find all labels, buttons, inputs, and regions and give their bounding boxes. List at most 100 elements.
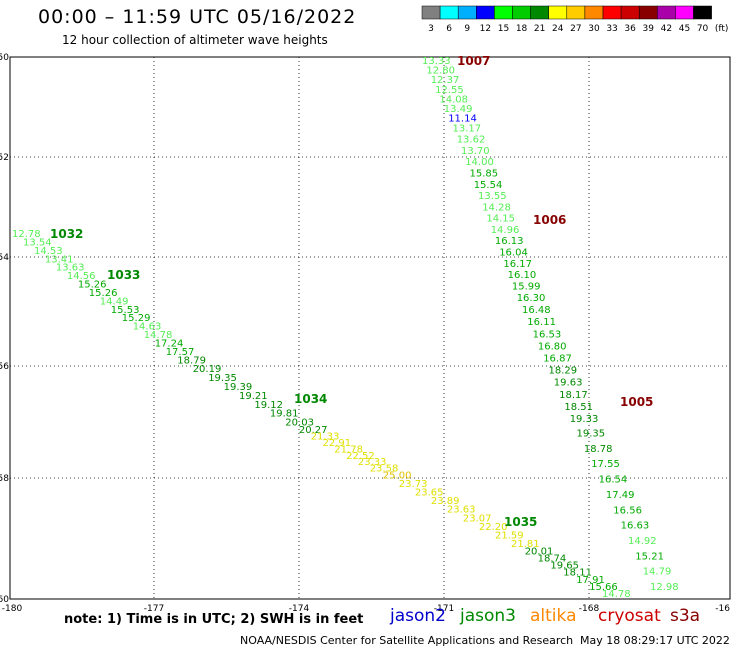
wave-height-label: 14.78	[602, 589, 631, 600]
wave-height-label: 12.80	[426, 66, 455, 77]
x-tick-label: -168	[579, 604, 600, 614]
wave-height-label: 16.17	[503, 259, 532, 270]
y-tick-label: -50	[0, 53, 9, 63]
wave-height-label: 23.63	[447, 505, 476, 516]
wave-height-label: 20.19	[193, 364, 222, 375]
x-tick-label: -16	[715, 604, 730, 614]
legend-swatch	[693, 5, 712, 20]
wave-height-label: 16.30	[517, 293, 546, 304]
wave-height-label: 23.73	[399, 479, 428, 490]
wave-height-label: 19.81	[270, 409, 299, 420]
satellite-s3a: s3a	[670, 606, 701, 626]
time-label: 1033	[107, 268, 140, 282]
legend-label: 30	[588, 24, 600, 34]
wave-height-label: 20.01	[525, 546, 554, 557]
wave-height-label: 16.11	[527, 317, 556, 328]
y-tick-label: -56	[0, 362, 9, 372]
wave-height-label: 13.54	[23, 237, 52, 248]
wave-height-label: 14.53	[34, 246, 63, 257]
wave-height-label: 22.91	[323, 438, 352, 449]
legend-swatch	[476, 5, 495, 20]
wave-height-label: 17.24	[155, 338, 184, 349]
wave-height-label: 17.57	[166, 347, 195, 358]
legend-label: 27	[570, 24, 581, 34]
wave-height-label: 13.17	[453, 123, 482, 134]
wave-height-label: 15.85	[470, 169, 499, 180]
wave-height-label: 12.37	[431, 75, 460, 86]
wave-height-label: 17.55	[591, 459, 620, 470]
time-label: 1034	[294, 392, 327, 406]
wave-height-label: 16.13	[495, 236, 524, 247]
wave-height-label: 16.48	[522, 305, 551, 316]
wave-height-label: 18.78	[584, 444, 613, 455]
legend-unit: (ft)	[715, 24, 729, 34]
legend-swatch	[584, 5, 604, 20]
track-b: 13.3312.8012.3712.5514.0813.4911.1413.17…	[422, 56, 679, 593]
satellite-cryosat: cryosat	[598, 606, 661, 626]
map-title: 00:00 – 11:59 UTC 05/16/2022	[38, 6, 357, 28]
legend-swatch	[439, 5, 459, 20]
legend-label: 9	[464, 24, 470, 34]
legend-swatch	[530, 5, 549, 20]
wave-height-label: 23.58	[370, 464, 399, 475]
wave-height-label: 12.78	[12, 229, 41, 240]
time-label: 1007	[457, 54, 490, 68]
map-subtitle: 12 hour collection of altimeter wave hei…	[62, 33, 328, 47]
legend-swatch	[566, 5, 586, 20]
y-tick-label: -52	[0, 153, 9, 163]
wave-height-label: 16.56	[613, 505, 642, 516]
wave-height-label: 18.17	[559, 390, 588, 401]
wave-height-label: 12.98	[650, 582, 679, 593]
wave-height-label: 20.27	[299, 425, 328, 436]
satellite-altika: altika	[530, 606, 577, 626]
legend-swatch	[638, 5, 658, 20]
wave-height-label: 18.79	[177, 355, 206, 366]
wave-height-label: 19.35	[208, 373, 237, 384]
wave-height-label: 15.26	[78, 280, 107, 291]
wave-height-label: 23.89	[431, 496, 460, 507]
wave-height-label: 19.35	[577, 429, 606, 440]
x-tick-label: -174	[289, 604, 310, 614]
wave-height-label: 19.33	[570, 414, 599, 425]
color-legend: 3 6 9 12 15 18 21 24 27 30 33 36 39 42 45 70 (ft)	[421, 5, 729, 34]
wave-height-label: 16.10	[508, 270, 537, 281]
wave-height-label: 21.78	[334, 444, 363, 455]
wave-height-label: 18.11	[563, 568, 592, 579]
legend-label: 24	[552, 24, 564, 34]
legend-swatch	[675, 5, 694, 20]
wave-height-label: 14.28	[482, 202, 511, 213]
legend-label: 6	[446, 24, 452, 34]
y-tick-label: -60	[0, 595, 9, 605]
wave-height-label: 18.51	[564, 402, 593, 413]
wave-height-label: 20.03	[285, 418, 314, 429]
wave-height-label: 17.49	[606, 490, 635, 501]
legend-swatch	[457, 5, 477, 20]
altimeter-tracks: 12.7813.5414.5313.4113.6314.5615.2615.26…	[12, 56, 679, 600]
track-a: 12.7813.5414.5313.4113.6314.5615.2615.26…	[12, 229, 631, 600]
legend-label: 70	[697, 24, 709, 34]
time-label: 1005	[620, 395, 653, 409]
plot-frame	[9, 56, 731, 600]
grid-lines	[10, 57, 730, 599]
footer-note: note: 1) Time is in UTC; 2) SWH is in fe…	[64, 612, 364, 627]
wave-height-label: 22.52	[346, 451, 375, 462]
wave-height-label: 17.91	[576, 575, 605, 586]
footer-credit: NOAA/NESDIS Center for Satellite Applica…	[240, 634, 574, 647]
wave-height-label: 16.87	[543, 354, 572, 365]
wave-height-label: 15.29	[122, 313, 151, 324]
wave-height-label: 13.49	[444, 104, 473, 115]
wave-height-label: 14.49	[100, 296, 129, 307]
time-labels: 1032 1033 1034 1035 1007 1006 1005	[50, 54, 653, 529]
wave-height-label: 13.63	[56, 263, 85, 274]
wave-height-label: 13.55	[478, 191, 507, 202]
wave-height-label: 15.54	[474, 180, 503, 191]
legend-swatch	[620, 5, 640, 20]
wave-height-label: 12.55	[435, 85, 464, 96]
wave-height-label: 19.39	[224, 382, 253, 393]
y-tick-label: -54	[0, 253, 9, 263]
wave-height-label: 23.07	[463, 513, 492, 524]
wave-height-label: 14.00	[465, 157, 494, 168]
wave-height-label: 14.08	[439, 94, 468, 105]
legend-label: 3	[428, 24, 434, 34]
legend-swatch	[548, 5, 568, 20]
